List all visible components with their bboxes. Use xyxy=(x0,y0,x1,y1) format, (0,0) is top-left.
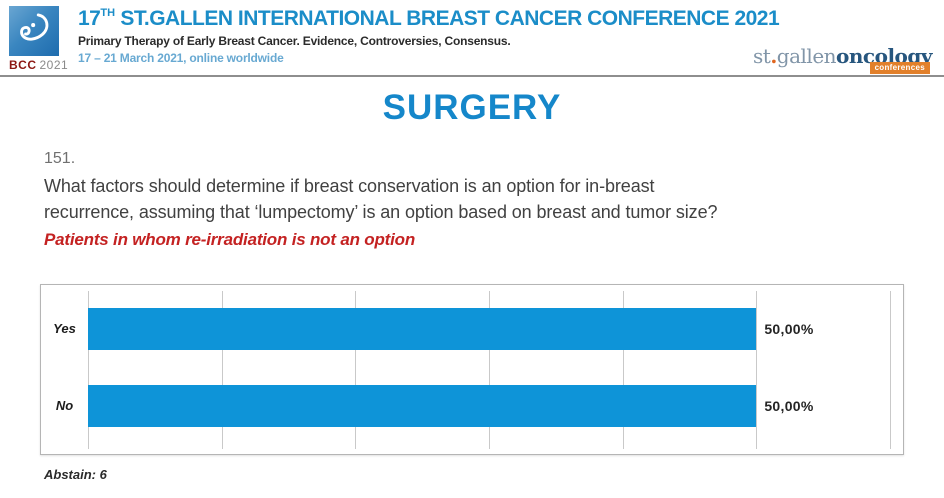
brand-dot: . xyxy=(770,44,777,68)
abstain-note: Abstain: 6 xyxy=(44,467,107,482)
bcc-logo-mark xyxy=(9,6,59,56)
conference-dates: 17 – 21 March 2021, online worldwide xyxy=(78,51,284,66)
value-label-yes: 50,00% xyxy=(764,321,814,337)
conference-title: 17TH ST.GALLEN INTERNATIONAL BREAST CANC… xyxy=(78,7,780,30)
conference-subtitle: Primary Therapy of Early Breast Cancer. … xyxy=(78,34,511,49)
swan-icon xyxy=(20,13,49,41)
bcc-logo-caption: BCC 2021 xyxy=(9,58,73,72)
gridline xyxy=(622,291,624,449)
gridline xyxy=(221,291,223,449)
bcc-acronym: BCC xyxy=(9,58,37,72)
brand-st: st xyxy=(753,44,771,68)
question-block: 151. What factors should determine if br… xyxy=(44,150,904,250)
gridline xyxy=(489,291,490,449)
conference-header: BCC 2021 17TH ST.GALLEN INTERNATIONAL BRE… xyxy=(0,0,944,77)
gridline xyxy=(890,291,891,449)
bar-yes xyxy=(88,308,757,350)
conferences-badge: conferences xyxy=(869,62,930,74)
poll-bar-chart: 50,00% 50,00% Yes No xyxy=(40,284,904,455)
stgallen-oncology-logo: st.gallenoncology conferences xyxy=(753,44,932,74)
conference-titles: 17TH ST.GALLEN INTERNATIONAL BREAST CANC… xyxy=(78,7,780,66)
title-text: ST.GALLEN INTERNATIONAL BREAST CANCER CO… xyxy=(115,7,780,30)
question-note: Patients in whom re-irradiation is not a… xyxy=(44,230,416,249)
brand-gallen: gallen xyxy=(776,44,837,68)
title-number: 17 xyxy=(78,7,101,30)
gridline xyxy=(355,291,357,449)
stgallen-oncology-wordmark: st.gallenoncology xyxy=(753,44,932,68)
plot-area: 50,00% 50,00% xyxy=(88,291,891,449)
bar-no xyxy=(88,385,757,427)
category-label-yes: Yes xyxy=(53,321,76,336)
title-ordinal: TH xyxy=(100,7,116,19)
question-number: 151. xyxy=(44,150,76,167)
question-line-1: What factors should determine if breast … xyxy=(44,176,655,196)
header-divider xyxy=(0,75,944,77)
gridline xyxy=(88,291,89,449)
bcc-year: 2021 xyxy=(39,58,69,72)
gridline xyxy=(756,291,758,449)
bcc-logo: BCC 2021 xyxy=(9,6,73,72)
value-label-no: 50,00% xyxy=(764,398,814,414)
category-label-no: No xyxy=(55,398,74,413)
question-line-2: recurrence, assuming that ‘lumpectomy’ i… xyxy=(44,202,718,222)
section-title: SURGERY xyxy=(382,88,562,127)
